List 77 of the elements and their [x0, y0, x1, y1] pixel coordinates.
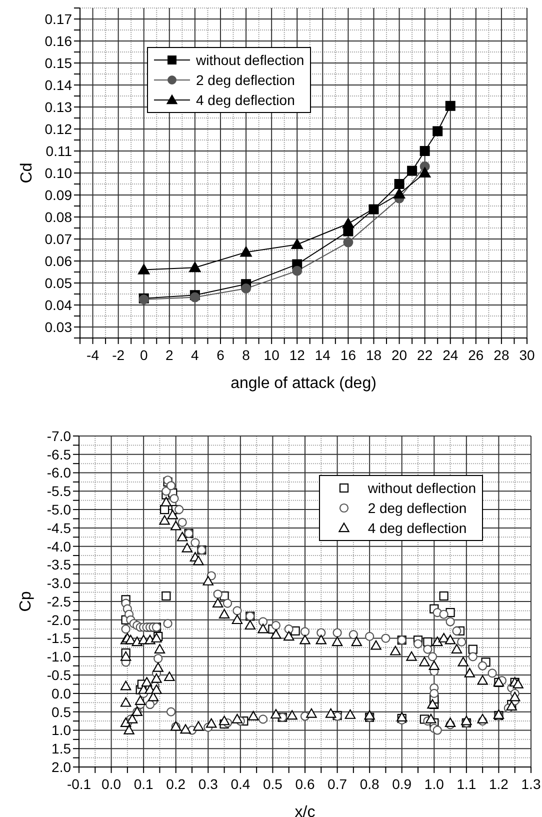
x-tick-label: 18: [366, 347, 382, 363]
y-tick-label: -6.0: [46, 464, 72, 481]
y-tick-label: 0.10: [44, 164, 72, 181]
y-tick-label: -4.5: [46, 520, 72, 536]
y-tick-label: 0.11: [46, 142, 72, 159]
y-tick-label: 1.0: [52, 722, 72, 738]
y-tick-label: 0.15: [44, 54, 72, 71]
y-tick-label: 0.13: [44, 98, 72, 115]
x-tick-label: 24: [442, 347, 458, 363]
y-tick-label: -5.5: [46, 483, 72, 500]
x-tick-label: 2: [166, 347, 174, 363]
y-tick-label: 0.14: [44, 76, 72, 93]
x-tick-label: -0.1: [66, 776, 92, 792]
y-tick-label: 0.05: [44, 274, 72, 291]
x-tick-label: 22: [417, 347, 433, 363]
y-axis-title: Cp: [18, 591, 35, 612]
y-tick-label: 1.5: [52, 740, 72, 757]
x-tick-label: 0.2: [166, 776, 186, 792]
y-tick-label: -5.0: [46, 502, 72, 518]
legend-label: without deflection: [368, 480, 476, 496]
x-tick-label: 0.7: [328, 776, 348, 792]
x-tick-label: 0.1: [134, 776, 154, 792]
x-tick-label: 0.0: [102, 776, 122, 792]
y-tick-label: 0.04: [44, 296, 72, 313]
y-tick-label: 0.07: [44, 230, 72, 247]
x-tick-label: 0.4: [230, 776, 250, 792]
x-tick-label: 6: [216, 347, 225, 363]
legend-label: 4 deg deflection: [196, 92, 295, 108]
x-tick-label: 0.8: [360, 776, 380, 792]
x-axis-title: x/c: [294, 804, 316, 817]
y-tick-label: -2.5: [46, 593, 72, 610]
y-tick-label: 0.09: [44, 186, 72, 203]
y-axis-title: Cd: [18, 162, 36, 184]
legend-label: 2 deg deflection: [368, 500, 467, 516]
y-tick-label: 0.5: [52, 704, 72, 720]
legend-label: without deflection: [196, 52, 304, 68]
y-tick-label: -3.5: [46, 556, 72, 573]
x-tick-label: 1.1: [456, 776, 476, 792]
x-tick-label: 0: [140, 347, 148, 363]
y-tick-label: 0.16: [44, 32, 72, 49]
x-tick-label: 10: [264, 347, 280, 363]
x-tick-label: 0.9: [392, 776, 412, 792]
x-tick-label: 0.3: [198, 776, 218, 792]
x-axis-title: angle of attack (deg): [230, 375, 376, 392]
x-tick-label: 20: [391, 347, 408, 363]
y-tick-label: 0.12: [44, 120, 72, 137]
y-tick-label: 2.0: [52, 758, 72, 775]
x-tick-label: 8: [242, 347, 250, 363]
x-tick-label: 0.6: [295, 776, 315, 792]
y-tick-label: 0.03: [44, 318, 72, 335]
y-tick-label: -3.0: [46, 575, 72, 592]
x-tick-label: 30: [519, 347, 535, 363]
x-tick-label: 16: [340, 347, 356, 363]
y-tick-label: -1.5: [46, 630, 72, 646]
x-tick-label: -4: [86, 347, 100, 363]
x-tick-label: 0.5: [262, 776, 283, 792]
x-tick-label: 1.3: [521, 776, 541, 792]
legend-label: 4 deg deflection: [368, 520, 467, 536]
y-tick-label: -7.0: [46, 428, 72, 444]
y-tick-label: -1.0: [46, 648, 72, 665]
x-tick-label: 26: [468, 347, 484, 363]
x-tick-label: 12: [289, 347, 306, 363]
legend-label: 2 deg deflection: [196, 72, 295, 88]
y-tick-label: -4.0: [46, 538, 72, 554]
x-tick-label: 14: [314, 347, 331, 363]
y-tick-label: 0.08: [44, 208, 72, 225]
y-tick-label: -6.5: [46, 446, 72, 462]
y-tick-label: -2.0: [46, 612, 72, 628]
y-tick-label: 0.06: [44, 252, 72, 269]
x-tick-label: 1.2: [488, 776, 509, 792]
y-tick-label: -0.5: [46, 667, 72, 684]
x-tick-label: 4: [191, 347, 200, 363]
x-tick-label: 28: [494, 347, 510, 363]
x-tick-label: -2: [112, 347, 125, 363]
y-tick-label: 0.17: [44, 10, 72, 27]
y-tick-label: 0.0: [52, 685, 72, 702]
x-tick-label: 1.0: [424, 776, 444, 792]
